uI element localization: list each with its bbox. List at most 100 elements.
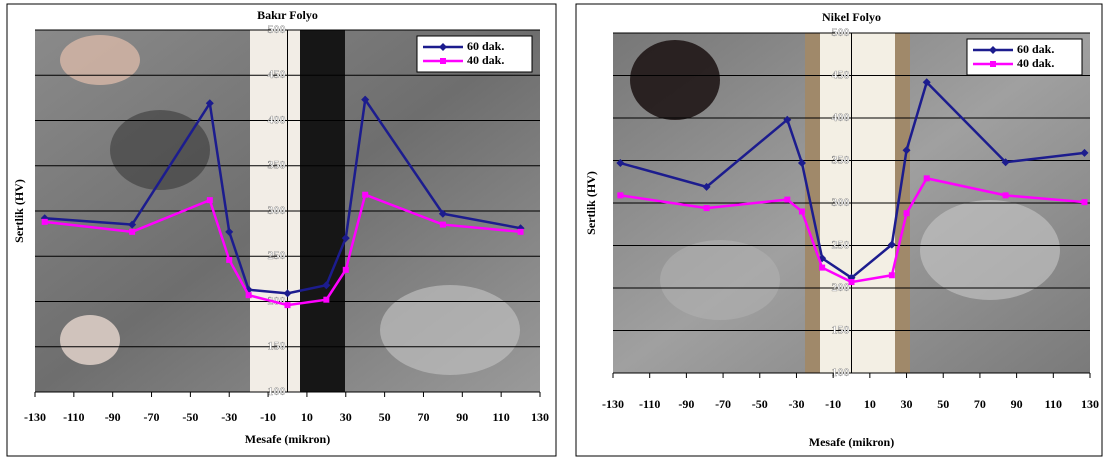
x-axis-label: Mesafe (mikron) xyxy=(245,432,330,446)
marker xyxy=(284,302,291,309)
x-tick-label: -70 xyxy=(715,397,731,411)
marker xyxy=(128,220,137,229)
marker xyxy=(784,196,791,203)
marker xyxy=(922,78,931,87)
y-tick-label: 400 xyxy=(832,110,850,124)
legend-box xyxy=(416,35,533,73)
y-tick-label: 500 xyxy=(832,25,850,39)
legend-label: 60 dak. xyxy=(467,39,504,53)
marker xyxy=(903,210,910,217)
marker xyxy=(225,227,234,236)
marker xyxy=(887,240,896,249)
x-tick-label: -50 xyxy=(182,410,198,424)
legend-label: 60 dak. xyxy=(1017,42,1054,56)
legend-marker xyxy=(440,58,446,64)
legend-marker xyxy=(990,61,996,67)
marker xyxy=(783,115,792,124)
y-tick-label: 300 xyxy=(832,195,850,209)
x-tick-label: -50 xyxy=(752,397,768,411)
legend-label: 40 dak. xyxy=(1017,56,1054,70)
marker xyxy=(703,205,710,212)
x-tick-label: 10 xyxy=(864,397,876,411)
x-tick-label: -30 xyxy=(221,410,237,424)
legend-marker xyxy=(439,43,447,51)
y-tick-label: 400 xyxy=(268,112,286,126)
y-tick-label: 450 xyxy=(832,67,850,81)
marker xyxy=(41,218,48,225)
x-tick-label: 50 xyxy=(937,397,949,411)
legend-box xyxy=(966,38,1083,76)
marker xyxy=(283,289,292,298)
x-tick-label: 130 xyxy=(531,410,549,424)
x-tick-label: -90 xyxy=(678,397,694,411)
y-tick-label: 350 xyxy=(832,152,850,166)
marker xyxy=(797,159,806,168)
marker xyxy=(341,234,350,243)
y-tick-label: 300 xyxy=(268,203,286,217)
x-tick-label: 90 xyxy=(1011,397,1023,411)
marker xyxy=(888,272,895,279)
x-tick-label: -110 xyxy=(639,397,660,411)
marker xyxy=(819,264,826,271)
legend-label: 40 dak. xyxy=(467,53,504,67)
marker xyxy=(617,192,624,199)
chart-title: Bakır Folyo xyxy=(257,8,318,22)
x-tick-label: -10 xyxy=(825,397,841,411)
marker xyxy=(323,296,330,303)
y-tick-label: 250 xyxy=(268,248,286,262)
x-tick-label: -10 xyxy=(260,410,276,424)
x-tick-label: 30 xyxy=(901,397,913,411)
x-tick-label: 30 xyxy=(340,410,352,424)
x-tick-label: 110 xyxy=(492,410,509,424)
y-tick-label: 450 xyxy=(268,67,286,81)
legend-marker xyxy=(989,46,997,54)
marker xyxy=(439,221,446,228)
marker xyxy=(438,209,447,218)
marker xyxy=(206,197,213,204)
marker xyxy=(923,175,930,182)
marker xyxy=(129,228,136,235)
marker xyxy=(798,208,805,215)
x-tick-label: -90 xyxy=(105,410,121,424)
marker xyxy=(848,279,855,286)
y-tick-label: 200 xyxy=(832,280,850,294)
x-tick-label: -30 xyxy=(788,397,804,411)
y-tick-label: 250 xyxy=(832,237,850,251)
marker xyxy=(1002,192,1009,199)
marker xyxy=(361,95,370,104)
x-tick-label: 70 xyxy=(974,397,986,411)
y-tick-label: 350 xyxy=(268,158,286,172)
x-tick-label: 10 xyxy=(301,410,313,424)
y-tick-label: 500 xyxy=(268,22,286,36)
x-tick-label: 130 xyxy=(1081,397,1099,411)
y-tick-label: 100 xyxy=(832,365,850,379)
y-tick-label: 100 xyxy=(268,384,286,398)
x-tick-label: 70 xyxy=(417,410,429,424)
marker xyxy=(1080,148,1089,157)
y-tick-label: 150 xyxy=(832,322,850,336)
marker xyxy=(205,99,214,108)
marker xyxy=(226,256,233,263)
marker xyxy=(245,292,252,299)
x-tick-label: -70 xyxy=(144,410,160,424)
marker xyxy=(517,228,524,235)
x-tick-label: 90 xyxy=(456,410,468,424)
marker xyxy=(1001,158,1010,167)
x-tick-label: 50 xyxy=(379,410,391,424)
x-axis-label: Mesafe (mikron) xyxy=(809,435,894,449)
y-axis-label: Sertlik (HV) xyxy=(584,171,598,235)
marker xyxy=(902,146,911,155)
marker xyxy=(362,191,369,198)
x-tick-label: -130 xyxy=(24,410,46,424)
y-axis-label: Sertlik (HV) xyxy=(12,179,26,243)
marker xyxy=(322,281,331,290)
marker xyxy=(342,266,349,273)
marker xyxy=(702,182,711,191)
marker xyxy=(616,159,625,168)
x-tick-label: -130 xyxy=(602,397,624,411)
chart-title: Nikel Folyo xyxy=(822,10,881,24)
x-tick-label: 110 xyxy=(1045,397,1062,411)
y-tick-label: 150 xyxy=(268,339,286,353)
x-tick-label: -110 xyxy=(63,410,84,424)
marker xyxy=(1081,199,1088,206)
